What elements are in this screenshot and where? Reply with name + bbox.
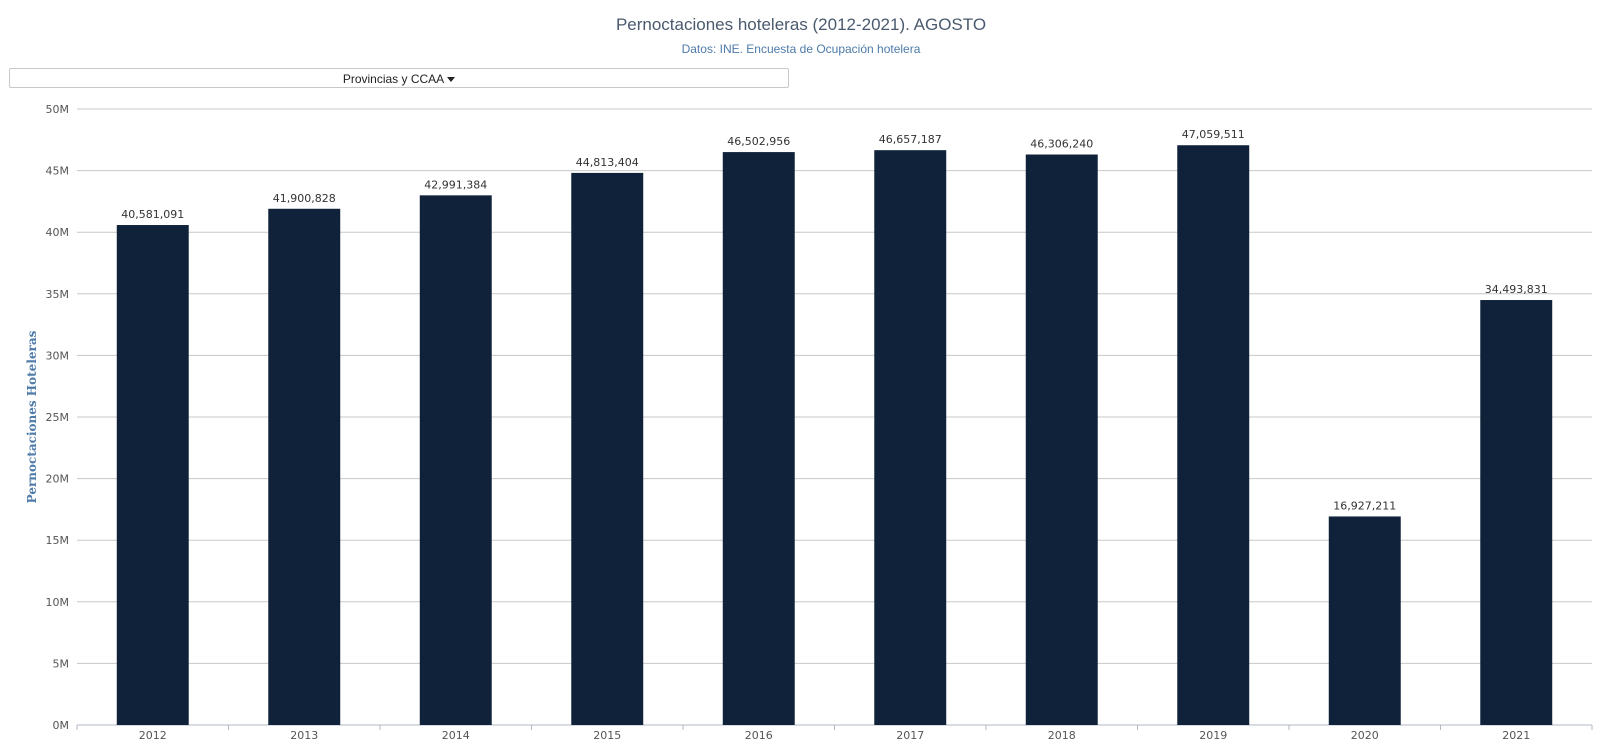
y-tick-label: 50M: [46, 103, 70, 116]
dropdown-label: Provincias y CCAA: [342, 72, 445, 86]
bar: [116, 225, 189, 725]
y-tick-label: 30M: [46, 349, 70, 362]
y-tick-label: 25M: [46, 411, 70, 424]
bar: [268, 208, 341, 725]
bar-data-label: 40,581,091: [121, 208, 184, 221]
provincias-ccaa-dropdown[interactable]: Provincias y CCAA: [9, 68, 789, 88]
y-tick-label: 15M: [46, 534, 70, 547]
y-tick-label: 35M: [46, 288, 70, 301]
x-tick-label: 2019: [1199, 729, 1227, 742]
bar-data-label: 42,991,384: [424, 178, 487, 191]
y-tick-label: 0M: [53, 719, 70, 732]
x-tick-label: 2016: [745, 729, 773, 742]
y-tick-label: 5M: [53, 657, 70, 670]
y-axis-title: Pernoctaciones Hoteleras: [25, 330, 39, 503]
bar-data-label: 46,657,187: [879, 133, 942, 146]
bar: [571, 172, 644, 725]
x-tick-label: 2018: [1048, 729, 1076, 742]
bar-data-label: 47,059,511: [1182, 128, 1245, 141]
bar: [1177, 145, 1250, 726]
x-tick-label: 2014: [442, 729, 470, 742]
chart-subtitle: Datos: INE. Encuesta de Ocupación hotele…: [681, 42, 921, 56]
bar-data-label: 16,927,211: [1333, 499, 1396, 512]
bar: [1480, 300, 1553, 725]
x-tick-label: 2013: [290, 729, 318, 742]
bar: [1328, 516, 1401, 725]
caret-down-icon: [447, 77, 456, 83]
x-tick-label: 2015: [593, 729, 621, 742]
bar: [874, 150, 947, 725]
bar: [419, 195, 492, 726]
x-tick-label: 2012: [139, 729, 167, 742]
bar-data-label: 46,306,240: [1030, 138, 1093, 151]
chart-title: Pernoctaciones hoteleras (2012-2021). AG…: [615, 15, 987, 34]
bar-data-label: 44,813,404: [576, 156, 639, 169]
bar-data-label: 46,502,956: [727, 135, 790, 148]
x-tick-label: 2017: [896, 729, 924, 742]
bar: [722, 152, 795, 725]
y-tick-label: 40M: [46, 226, 70, 239]
y-tick-label: 10M: [46, 596, 70, 609]
bar-data-label: 41,900,828: [273, 192, 336, 205]
bar: [1025, 154, 1098, 725]
y-tick-label: 20M: [46, 473, 70, 486]
bar-data-label: 34,493,831: [1485, 283, 1548, 296]
x-tick-label: 2020: [1351, 729, 1379, 742]
x-tick-label: 2021: [1502, 729, 1530, 742]
y-tick-label: 45M: [46, 165, 70, 178]
